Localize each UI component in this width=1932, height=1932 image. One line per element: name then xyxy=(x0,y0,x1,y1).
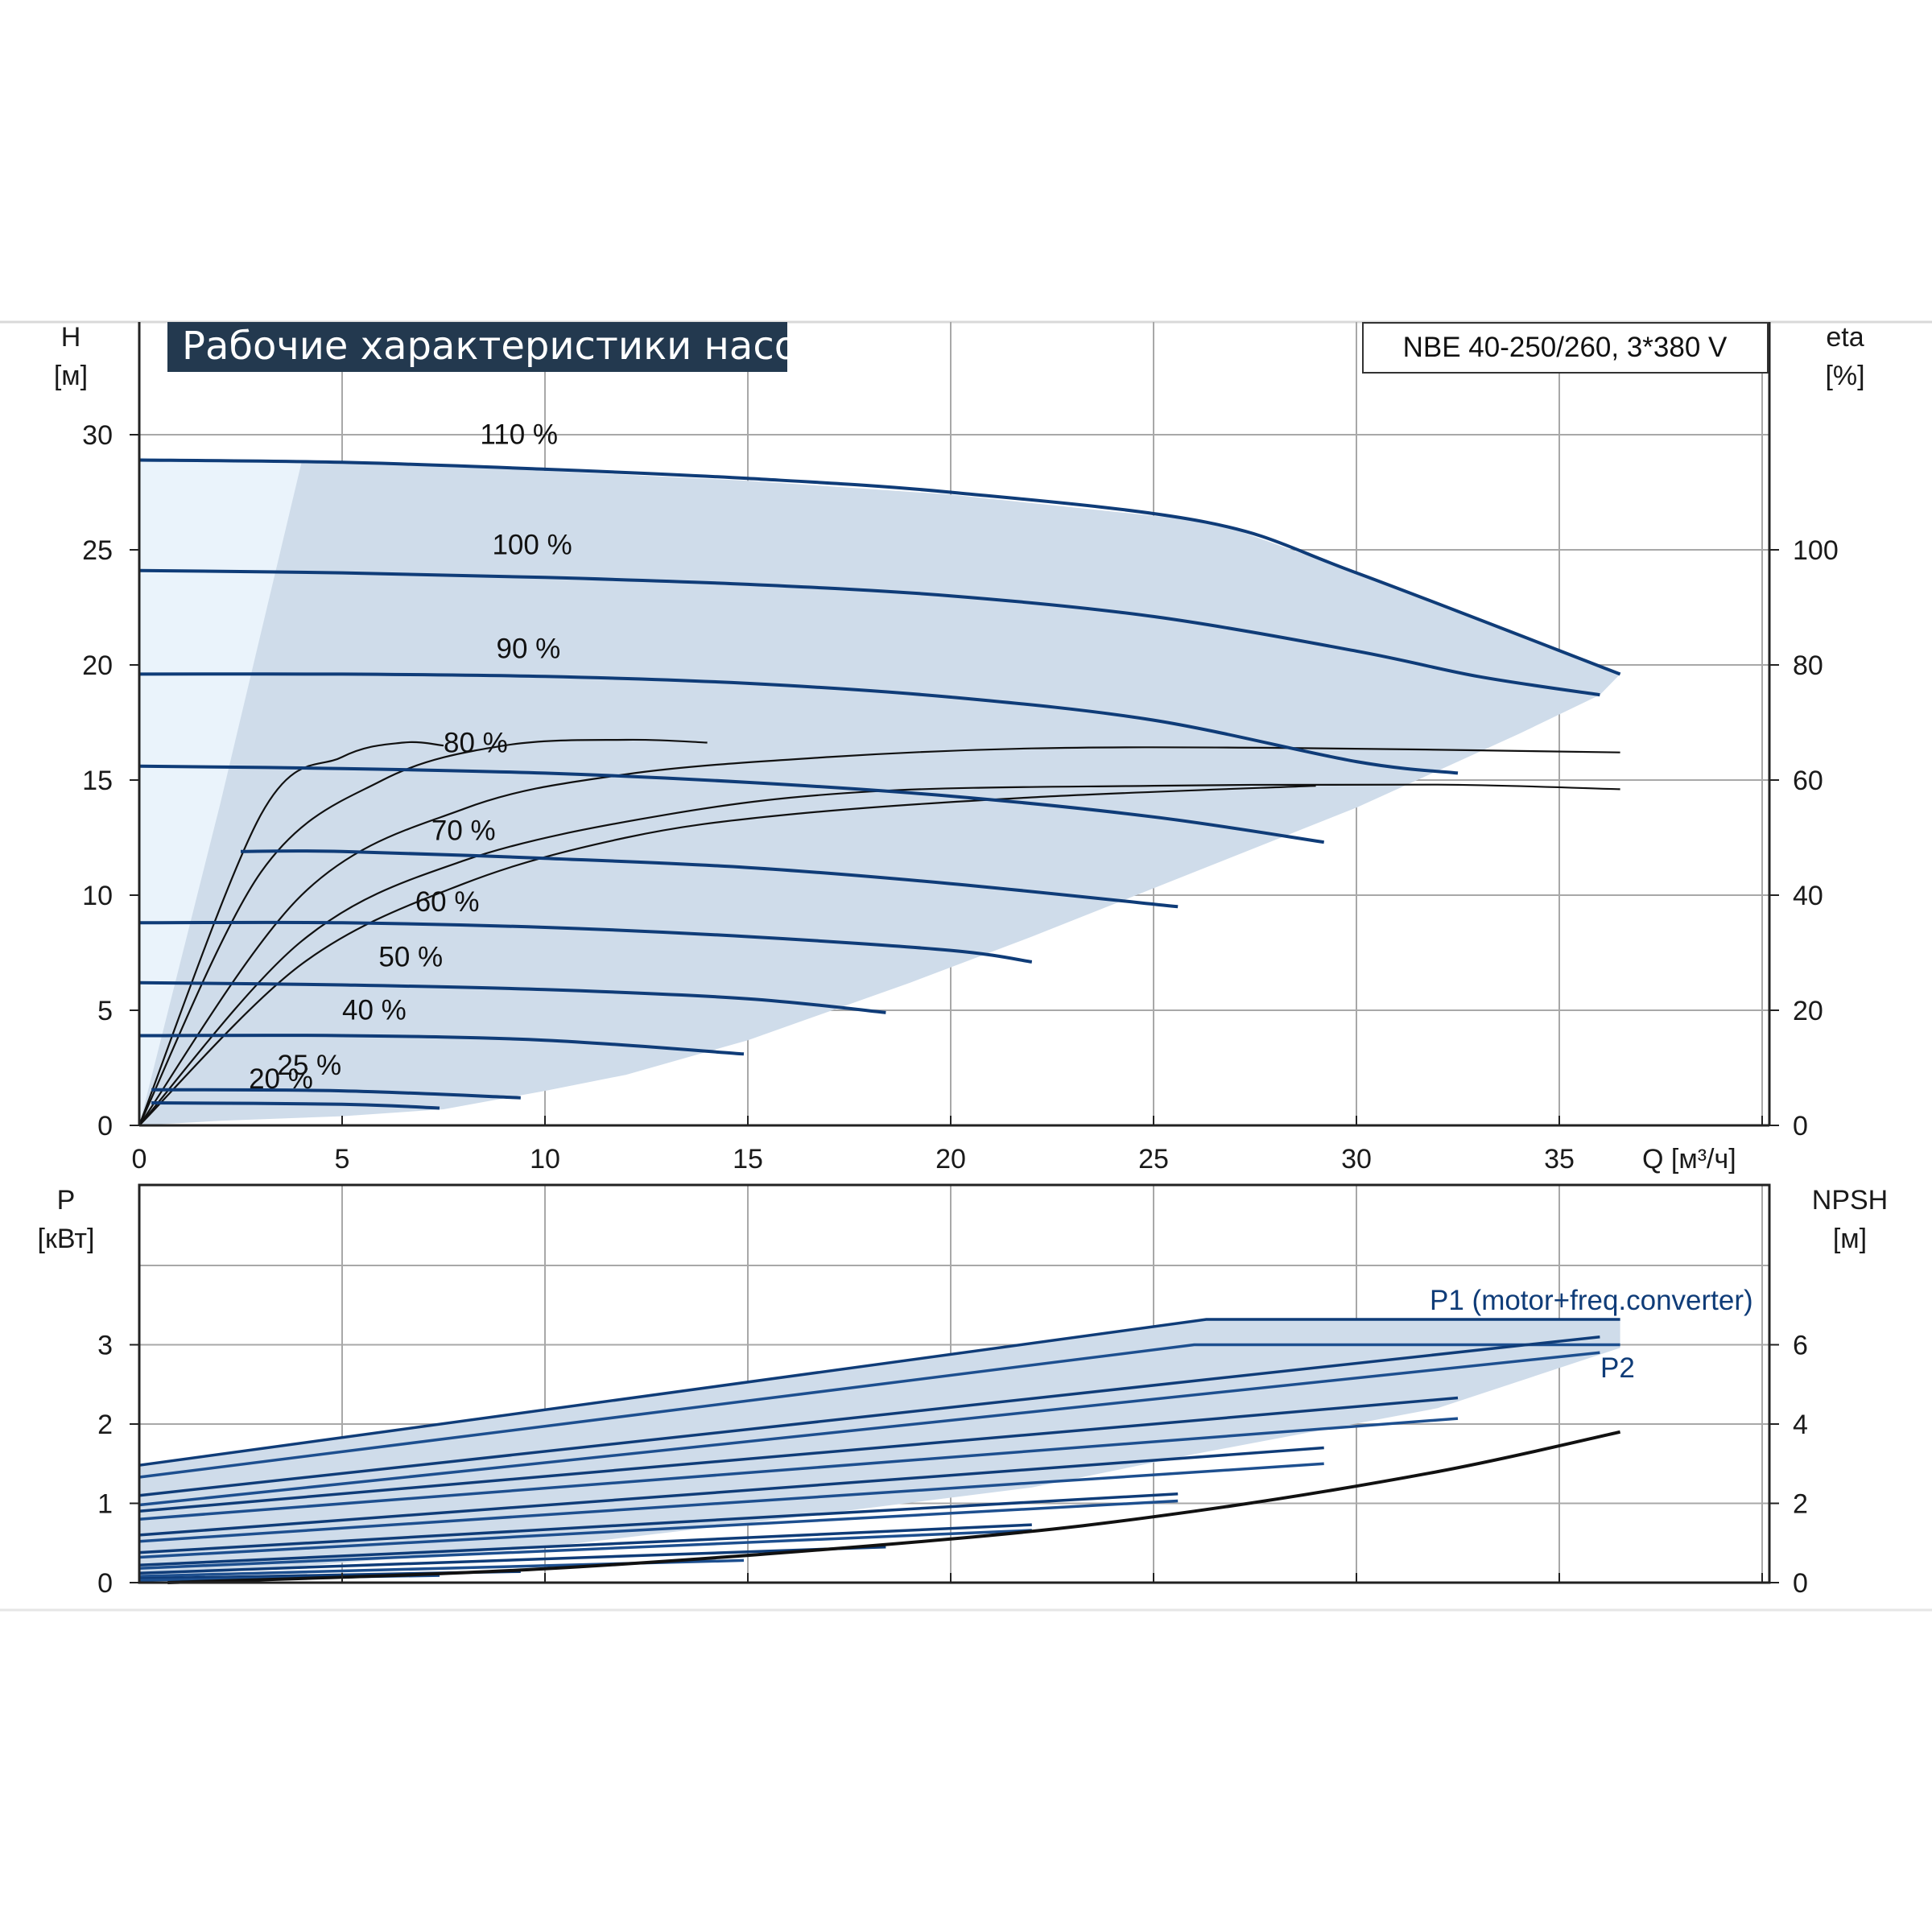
y2-axis-unit: [%] xyxy=(1825,361,1864,391)
x-tick-label: 10 xyxy=(530,1144,560,1174)
y-axis-label: H xyxy=(61,322,81,353)
y-tick-label: 2 xyxy=(97,1410,113,1440)
y2-tick-label: 20 xyxy=(1793,996,1823,1026)
power-curve xyxy=(138,1545,886,1575)
speed-label: 100 % xyxy=(492,530,572,561)
p1-label: P1 (motor+freq.converter) xyxy=(1430,1285,1753,1316)
power-curve xyxy=(138,1351,1600,1507)
y2-axis-label: eta xyxy=(1826,322,1864,353)
y-tick-label: 15 xyxy=(82,766,113,796)
head-curve xyxy=(240,849,1179,909)
speed-label: 50 % xyxy=(378,942,443,973)
model-frame xyxy=(1362,322,1769,374)
speed-label: 25 % xyxy=(277,1050,341,1081)
y2-axis-unit: [м] xyxy=(1833,1224,1867,1254)
y2-tick-label: 6 xyxy=(1793,1331,1808,1361)
title-box: Рабочие характеристики насоса xyxy=(167,322,843,372)
y-tick-label: 3 xyxy=(97,1331,113,1361)
speed-label: 20 % xyxy=(249,1063,313,1095)
x-tick-label: 15 xyxy=(733,1144,763,1174)
y-tick-label: 5 xyxy=(97,996,113,1026)
npsh-curve xyxy=(167,1430,1621,1584)
p2-label: P2 xyxy=(1600,1352,1635,1384)
x-tick-label: 20 xyxy=(935,1144,966,1174)
head-curve xyxy=(138,568,1600,697)
power-frame xyxy=(138,1183,1771,1584)
power-curve xyxy=(138,1523,1032,1567)
y-tick-label: 1 xyxy=(97,1489,113,1520)
speed-label: 70 % xyxy=(431,815,496,846)
head-curve xyxy=(138,980,886,1014)
x-tick-label: 35 xyxy=(1544,1144,1575,1174)
x-tick-label: 0 xyxy=(132,1144,147,1174)
head-curve xyxy=(138,764,1324,844)
power-curve xyxy=(138,1499,1179,1559)
x-tick-label: 5 xyxy=(335,1144,350,1174)
y2-tick-label: 40 xyxy=(1793,881,1823,911)
power-curve xyxy=(138,1446,1324,1537)
power-curve xyxy=(138,1529,1032,1571)
head-curve xyxy=(138,458,1621,676)
eta-curve xyxy=(138,746,1620,1126)
chart-title: Рабочие характеристики насоса xyxy=(182,324,843,369)
y-tick-label: 10 xyxy=(82,881,113,911)
y-tick-label: 30 xyxy=(82,420,113,451)
y2-axis-label: NPSH xyxy=(1812,1185,1888,1216)
power-curve xyxy=(138,1343,1620,1479)
y2-tick-label: 100 xyxy=(1793,535,1839,566)
model-label: NBE 40-250/260, 3*380 V xyxy=(1403,332,1728,363)
speed-label: 60 % xyxy=(415,886,480,918)
head-curve xyxy=(151,1088,521,1100)
y-axis-unit: [м] xyxy=(54,361,88,391)
x-axis-label: Q [м³/ч] xyxy=(1642,1144,1736,1174)
head-panel: 110 %100 %90 %80 %70 %60 %50 %40 %25 %20… xyxy=(54,322,1865,1174)
y2-tick-label: 4 xyxy=(1793,1410,1808,1440)
title-background xyxy=(167,322,787,372)
y2-tick-label: 2 xyxy=(1793,1489,1808,1520)
y-axis-unit: [кВт] xyxy=(38,1224,95,1254)
y-axis-label: P xyxy=(57,1185,76,1216)
y2-tick-label: 0 xyxy=(1793,1568,1808,1599)
speed-label: 110 % xyxy=(480,419,558,450)
model-box: NBE 40-250/260, 3*380 V xyxy=(1362,322,1769,374)
operating-area-light xyxy=(139,457,302,1125)
y2-tick-label: 60 xyxy=(1793,766,1823,796)
y-tick-label: 0 xyxy=(97,1568,113,1599)
speed-label: 90 % xyxy=(497,633,561,664)
power-curve xyxy=(138,1417,1459,1521)
eta-curve xyxy=(138,785,1316,1126)
head-curve xyxy=(138,672,1459,775)
power-curve xyxy=(138,1396,1459,1513)
head-curve xyxy=(151,1101,440,1110)
eta-curve xyxy=(138,741,444,1126)
y-tick-label: 20 xyxy=(82,650,113,681)
eta-curve xyxy=(138,738,708,1126)
x-tick-label: 25 xyxy=(1138,1144,1169,1174)
y-tick-label: 0 xyxy=(97,1111,113,1141)
head-curve xyxy=(138,1034,745,1056)
x-tick-label: 30 xyxy=(1341,1144,1372,1174)
y2-tick-label: 0 xyxy=(1793,1111,1808,1141)
y2-tick-label: 80 xyxy=(1793,650,1823,681)
eta-curve xyxy=(138,783,1620,1126)
power-area xyxy=(139,1319,1620,1579)
power-curve xyxy=(138,1492,1179,1554)
power-curve xyxy=(138,1462,1324,1543)
head-curve xyxy=(138,920,1033,964)
power-curve xyxy=(138,1318,1620,1467)
y-tick-label: 25 xyxy=(82,535,113,566)
speed-label: 40 % xyxy=(342,994,407,1026)
speed-label: 80 % xyxy=(444,728,508,759)
power-curve xyxy=(138,1335,1600,1497)
power-panel: 0 1 2 3 0 2 4 6 P [кВт] NPSH [м] xyxy=(38,1183,1888,1599)
